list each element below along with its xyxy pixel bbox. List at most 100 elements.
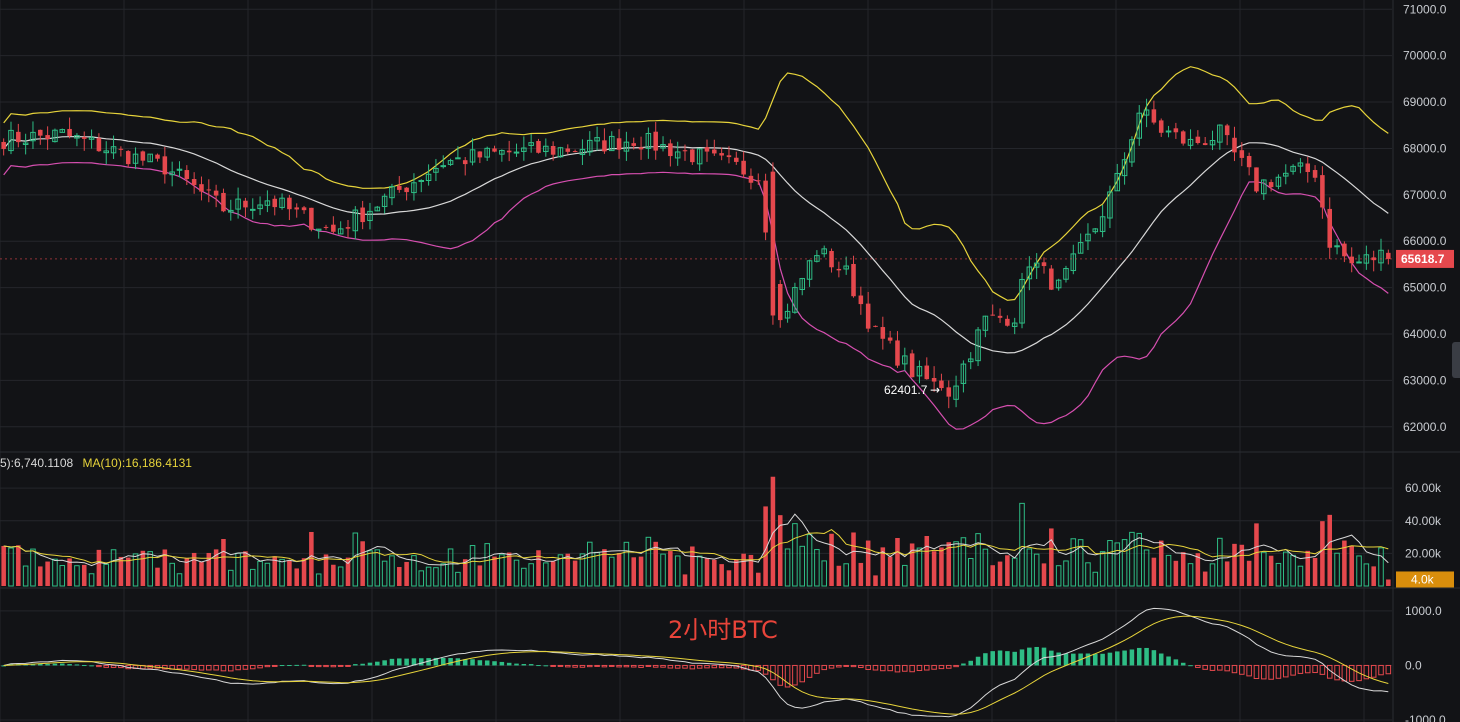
volume-bar: [455, 571, 461, 587]
macd-histogram-bar: [470, 659, 475, 666]
macd-histogram-bar: [1041, 647, 1047, 666]
volume-bar: [1195, 553, 1201, 586]
candle-body: [243, 200, 248, 208]
volume-bar: [1173, 560, 1179, 586]
volume-bar: [67, 558, 72, 586]
candle-body: [821, 248, 827, 255]
macd-histogram-bar: [433, 657, 439, 666]
candle-body: [1107, 191, 1113, 219]
candle-body: [88, 137, 95, 140]
volume-bar: [132, 553, 139, 587]
macd-histogram-bar: [1063, 653, 1069, 666]
macd-histogram-bar: [418, 658, 424, 666]
candle-body: [1121, 159, 1128, 177]
macd-histogram-bar: [499, 661, 505, 666]
candle-body: [550, 146, 556, 155]
macd-histogram-bar: [1348, 664, 1355, 682]
candle-body: [1320, 175, 1325, 208]
volume-bar: [851, 532, 856, 586]
volume-bar: [631, 557, 636, 586]
candle-body: [59, 129, 66, 133]
macd-histogram-bar: [1224, 664, 1230, 672]
macd-histogram-bar: [1253, 664, 1260, 679]
macd-histogram-bar: [389, 658, 395, 666]
volume-bar: [1246, 560, 1252, 586]
volume-bar: [668, 551, 673, 586]
price-panel[interactable]: [0, 66, 1392, 430]
candle-body: [916, 366, 923, 377]
volume-panel[interactable]: [1, 476, 1391, 587]
volume-bar: [110, 549, 117, 587]
volume-bar: [821, 560, 827, 587]
macd-histogram-bar: [367, 662, 373, 666]
volume-bar: [990, 565, 995, 586]
candle-body: [1349, 256, 1354, 264]
volume-bar: [997, 561, 1003, 586]
macd-histogram-bar: [828, 664, 835, 669]
candle-body: [1077, 242, 1084, 254]
volume-bar: [176, 573, 183, 587]
last-price-tag: [1396, 249, 1454, 268]
candle-body: [425, 173, 432, 182]
candle-body: [887, 337, 893, 341]
volume-bar: [1049, 528, 1054, 586]
candle-body: [734, 157, 739, 162]
legend-ma5: 5):6,740.1108: [0, 456, 74, 470]
volume-bar: [1005, 555, 1010, 586]
volume-bar: [763, 506, 768, 586]
macd-histogram-bar: [1282, 664, 1289, 678]
macd-histogram-bar: [257, 664, 263, 669]
macd-histogram-bar: [1370, 664, 1377, 678]
macd-panel[interactable]: [1, 607, 1392, 718]
candle-body: [367, 210, 373, 222]
price-tick-label: 69000.0: [1403, 95, 1447, 109]
volume-bar: [982, 548, 989, 587]
volume-bar: [653, 541, 658, 586]
volume-bar: [726, 570, 732, 586]
volume-bar: [777, 515, 783, 586]
volume-bar: [1261, 551, 1267, 587]
macd-histogram-bar: [638, 664, 644, 668]
volume-bar: [8, 547, 14, 587]
volume-bar: [1356, 555, 1362, 587]
candle-body: [199, 184, 204, 192]
candle-body: [1356, 261, 1362, 264]
macd-histogram-bar: [191, 664, 197, 671]
side-panel-handle[interactable]: [1452, 342, 1460, 378]
volume-bar: [586, 541, 593, 587]
macd-histogram-bar: [1049, 650, 1054, 666]
volume-bar: [433, 567, 439, 587]
candle-body: [682, 150, 688, 152]
volume-bar: [916, 547, 923, 587]
volume-bar: [45, 561, 50, 586]
volume-bar: [806, 534, 813, 587]
candle-body: [30, 131, 36, 142]
volume-ma5-line: [3, 513, 1389, 567]
macd-histogram-bar: [67, 664, 72, 666]
candle-body: [799, 278, 806, 290]
volume-bar: [1327, 514, 1332, 586]
macd-histogram-bar: [1363, 664, 1370, 680]
volume-bar: [38, 566, 43, 586]
candle-body: [1290, 165, 1296, 172]
price-tick-label: 62000.0: [1403, 420, 1447, 434]
candle-body: [865, 303, 871, 329]
volume-bar: [397, 567, 402, 586]
volume-bar: [1019, 502, 1025, 587]
volume-bar: [162, 549, 168, 586]
volume-bar: [1334, 552, 1340, 587]
macd-histogram-bar: [718, 664, 725, 669]
macd-histogram-bar: [462, 659, 468, 666]
macd-histogram-bar: [601, 664, 608, 668]
candle-body: [1246, 156, 1252, 168]
candle-body: [1143, 109, 1150, 116]
candle-body: [770, 171, 776, 316]
volume-bar: [184, 557, 190, 586]
volume-bar: [228, 569, 234, 587]
macd-histogram-bar: [667, 664, 674, 669]
candle-body: [1209, 140, 1216, 146]
volume-bar: [404, 561, 409, 586]
candle-body: [103, 150, 110, 154]
volume-bar: [967, 558, 974, 587]
